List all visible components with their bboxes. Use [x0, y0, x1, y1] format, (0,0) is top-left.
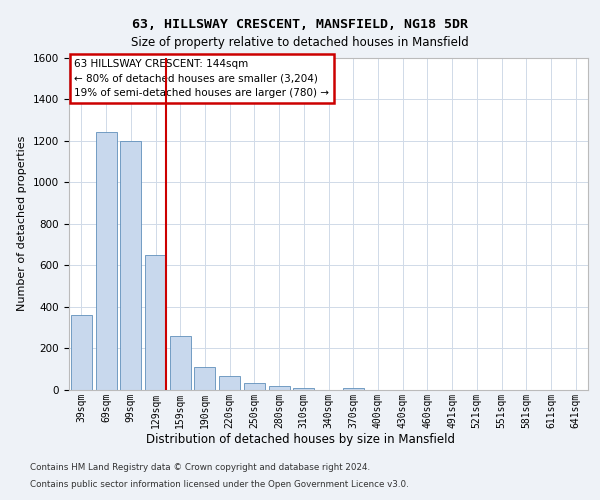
Text: 63, HILLSWAY CRESCENT, MANSFIELD, NG18 5DR: 63, HILLSWAY CRESCENT, MANSFIELD, NG18 5…: [132, 18, 468, 30]
Bar: [194, 367, 215, 390]
Bar: [244, 382, 265, 390]
Text: 63 HILLSWAY CRESCENT: 144sqm
← 80% of detached houses are smaller (3,204)
19% of: 63 HILLSWAY CRESCENT: 144sqm ← 80% of de…: [74, 59, 329, 98]
Y-axis label: Number of detached properties: Number of detached properties: [17, 136, 28, 312]
Bar: [293, 388, 314, 390]
Text: Contains HM Land Registry data © Crown copyright and database right 2024.: Contains HM Land Registry data © Crown c…: [30, 464, 370, 472]
Bar: [145, 255, 166, 390]
Text: Size of property relative to detached houses in Mansfield: Size of property relative to detached ho…: [131, 36, 469, 49]
Bar: [269, 386, 290, 390]
Bar: [343, 388, 364, 390]
Bar: [219, 376, 240, 390]
Bar: [95, 132, 116, 390]
Text: Distribution of detached houses by size in Mansfield: Distribution of detached houses by size …: [146, 432, 455, 446]
Bar: [71, 315, 92, 390]
Bar: [120, 140, 141, 390]
Text: Contains public sector information licensed under the Open Government Licence v3: Contains public sector information licen…: [30, 480, 409, 489]
Bar: [170, 336, 191, 390]
